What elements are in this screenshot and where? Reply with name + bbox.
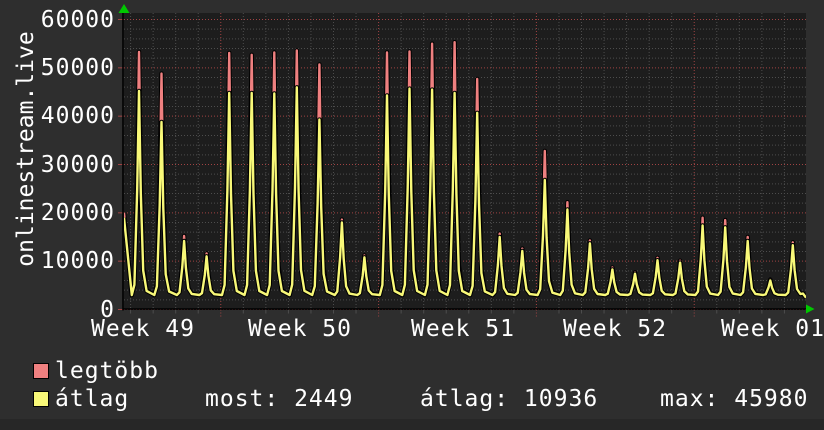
legend-swatch-avg xyxy=(33,391,49,407)
x-axis-arrow-icon xyxy=(806,304,815,314)
stat-most: most: 2449 xyxy=(205,386,354,412)
y-tick-label: 20000 xyxy=(40,200,115,226)
x-week-label: Week 50 xyxy=(248,316,352,342)
x-week-label: Week 52 xyxy=(563,316,667,342)
stat-atlag: átlag: 10936 xyxy=(420,386,599,412)
x-week-label: Week 01 xyxy=(721,316,824,342)
stat-max: max: 45980 xyxy=(660,386,809,412)
x-week-label: Week 49 xyxy=(91,316,195,342)
plot-area xyxy=(124,13,806,310)
y-tick-label: 30000 xyxy=(40,152,115,178)
y-axis-arrow-icon xyxy=(118,4,130,13)
grid-minor xyxy=(120,13,806,314)
y-tick-label: 10000 xyxy=(40,248,115,274)
legend-label-max: legtöbb xyxy=(55,358,159,384)
grid-major xyxy=(118,13,806,317)
series-avg-line xyxy=(124,85,806,299)
y-tick-label: 50000 xyxy=(40,55,115,81)
y-tick-label: 60000 xyxy=(40,7,115,33)
y-tick-label: 40000 xyxy=(40,103,115,129)
y-tick-label: 0 xyxy=(100,297,115,323)
footer-strip xyxy=(0,419,824,430)
legend-label-avg: átlag xyxy=(55,386,130,412)
x-week-label: Week 51 xyxy=(411,316,515,342)
legend-swatch-max xyxy=(33,363,49,379)
